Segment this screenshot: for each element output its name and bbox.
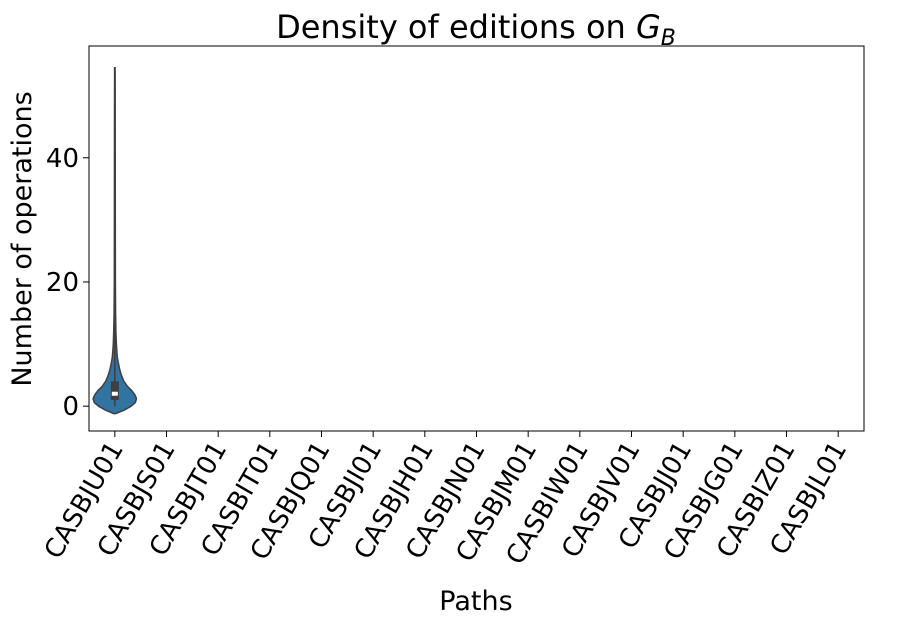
chart-title-text: Density of editions on bbox=[276, 8, 636, 46]
plot-area: 02040CASBJU01CASBJS01CASBJT01CASBIT01CAS… bbox=[39, 45, 865, 570]
violin-median-marker bbox=[111, 391, 118, 396]
chart-title: Density of editions on GB bbox=[276, 8, 676, 51]
y-tick-label: 40 bbox=[46, 144, 79, 174]
chart-title-math-sub: B bbox=[661, 26, 676, 51]
y-tick-label: 0 bbox=[62, 392, 79, 422]
y-tick-label: 20 bbox=[46, 268, 79, 298]
plot-frame bbox=[88, 45, 865, 432]
x-axis-label: Paths bbox=[439, 586, 512, 617]
chart-title-math-base: G bbox=[636, 8, 661, 46]
violin-quartile-box bbox=[110, 381, 119, 400]
y-axis-label: Number of operations bbox=[7, 91, 38, 386]
